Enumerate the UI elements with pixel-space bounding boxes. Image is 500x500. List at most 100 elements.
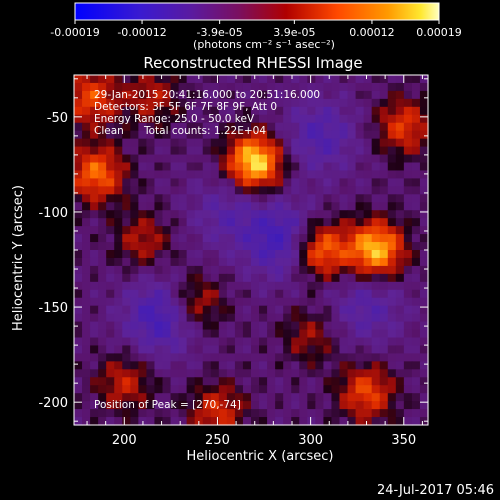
- heatmap-cell: [122, 90, 131, 100]
- heatmap-cell: [371, 98, 381, 108]
- heatmap-cell: [242, 401, 252, 410]
- heatmap-cell: [98, 265, 107, 275]
- heatmap-cell: [90, 154, 99, 164]
- heatmap-cell: [98, 130, 107, 140]
- heatmap-cell: [138, 122, 148, 132]
- heatmap-cell: [283, 138, 292, 148]
- heatmap-cell: [291, 313, 300, 323]
- heatmap-cell: [379, 82, 389, 92]
- heatmap-cell: [138, 234, 148, 243]
- heatmap-cell: [122, 393, 131, 402]
- heatmap-cell: [194, 114, 204, 124]
- heatmap-cell: [170, 130, 180, 140]
- heatmap-cell: [411, 234, 421, 243]
- heatmap-cell: [146, 281, 156, 291]
- heatmap-cell: [355, 106, 365, 116]
- heatmap-cell: [82, 393, 91, 402]
- heatmap-cell: [411, 194, 421, 203]
- heatmap-cell: [146, 90, 156, 100]
- heatmap-cell: [379, 313, 389, 323]
- heatmap-cell: [331, 170, 341, 179]
- heatmap-cell: [411, 98, 421, 108]
- heatmap-cell: [186, 130, 196, 140]
- heatmap-cell: [154, 106, 164, 116]
- heatmap-cell: [251, 218, 260, 227]
- heatmap-cell: [411, 321, 421, 331]
- heatmap-cell: [138, 226, 148, 235]
- heatmap-cell: [387, 289, 397, 299]
- heatmap-cell: [114, 178, 123, 187]
- heatmap-cell: [138, 146, 148, 156]
- heatmap-cell: [419, 289, 429, 299]
- heatmap-cell: [379, 75, 389, 84]
- heatmap-cell: [419, 313, 429, 323]
- heatmap-cell: [138, 265, 148, 275]
- heatmap-cell: [283, 305, 292, 315]
- heatmap-cell: [194, 361, 204, 370]
- heatmap-cell: [218, 98, 228, 108]
- heatmap-cell: [251, 329, 260, 339]
- heatmap-cell: [299, 98, 308, 108]
- heatmap-cell: [154, 178, 164, 187]
- heatmap-cell: [226, 337, 236, 347]
- heatmap-cell: [242, 194, 252, 203]
- heatmap-cell: [106, 265, 115, 275]
- heatmap-cell: [138, 297, 148, 307]
- heatmap-cell: [411, 114, 421, 124]
- heatmap-cell: [90, 162, 99, 172]
- heatmap-cell: [162, 321, 172, 331]
- y-axis-label: Heliocentric Y (arcsec): [11, 185, 26, 331]
- heatmap-cell: [331, 218, 341, 227]
- heatmap-cell: [90, 186, 99, 195]
- heatmap-cell: [299, 265, 308, 275]
- heatmap-cell: [202, 218, 212, 227]
- heatmap-cell: [98, 345, 107, 354]
- heatmap-cell: [251, 226, 260, 235]
- heatmap-cell: [178, 369, 188, 378]
- heatmap-cell: [251, 154, 260, 164]
- heatmap-cell: [347, 218, 357, 227]
- heatmap-cell: [315, 321, 325, 331]
- heatmap-cell: [194, 82, 204, 92]
- heatmap-cell: [275, 186, 284, 195]
- heatmap-cell: [299, 122, 308, 132]
- heatmap-cell: [186, 345, 196, 354]
- heatmap-cell: [339, 82, 349, 92]
- heatmap-cell: [218, 138, 228, 148]
- heatmap-cell: [138, 98, 148, 108]
- heatmap-cell: [339, 313, 349, 323]
- heatmap-cell: [82, 409, 91, 418]
- heatmap-cell: [259, 417, 268, 426]
- heatmap-cell: [210, 353, 220, 362]
- heatmap-cell: [138, 114, 148, 124]
- heatmap-cell: [98, 90, 107, 100]
- heatmap-cell: [387, 122, 397, 132]
- heatmap-cell: [74, 202, 83, 211]
- heatmap-cell: [130, 321, 139, 331]
- heatmap-cell: [106, 417, 115, 426]
- heatmap-cell: [242, 353, 252, 362]
- heatmap-cell: [251, 305, 260, 315]
- heatmap-cell: [347, 154, 357, 164]
- heatmap-cell: [387, 369, 397, 378]
- heatmap-cell: [138, 385, 148, 394]
- heatmap-cell: [138, 106, 148, 116]
- heatmap-cell: [114, 130, 123, 140]
- heatmap-cell: [162, 353, 172, 362]
- heatmap-cell: [234, 218, 244, 227]
- heatmap-cell: [251, 234, 260, 243]
- heatmap-cell: [259, 75, 268, 84]
- heatmap-cell: [114, 146, 123, 156]
- heatmap-cell: [283, 75, 292, 84]
- heatmap-cell: [74, 385, 83, 394]
- heatmap-cell: [283, 90, 292, 100]
- heatmap-cell: [98, 353, 107, 362]
- heatmap-cell: [387, 146, 397, 156]
- heatmap-cell: [307, 146, 316, 156]
- heatmap-cell: [315, 138, 325, 148]
- peak-position-text: Position of Peak = [270,-74]: [94, 399, 241, 411]
- heatmap-cell: [154, 90, 164, 100]
- heatmap-cell: [82, 385, 91, 394]
- heatmap-cell: [74, 122, 83, 132]
- heatmap-cell: [379, 273, 389, 283]
